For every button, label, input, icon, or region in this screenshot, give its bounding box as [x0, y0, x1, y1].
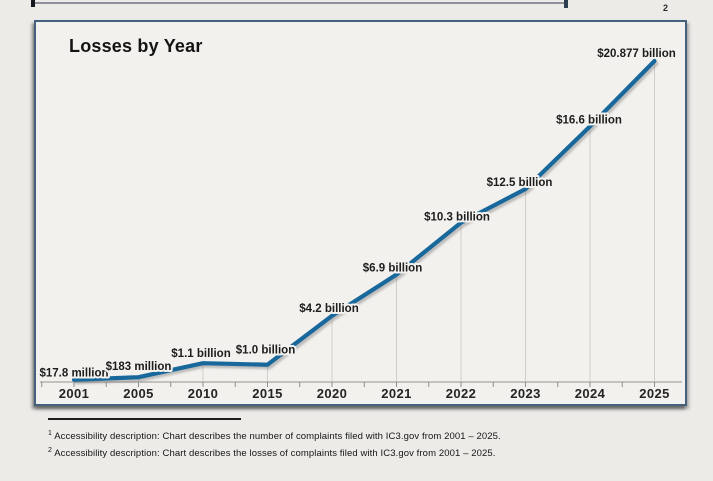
footnote-1-marker: 1: [48, 430, 52, 437]
year-label-2010: 2010: [188, 386, 219, 401]
year-label-2015: 2015: [252, 386, 283, 401]
data-label-2001: $17.8 million: [39, 368, 108, 380]
data-label-2022: $10.3 billion: [424, 212, 490, 224]
previous-panel-bottom-edge: [31, 0, 568, 8]
year-label-2001: 2001: [59, 386, 90, 401]
footnote-2-text: Accessibility description: Chart describ…: [54, 448, 496, 460]
data-label-2025: $20.877 billion: [597, 48, 676, 60]
losses-chart-panel: Losses by Year $17.8 million $183 million…: [34, 20, 687, 406]
data-label-2021: $6.9 billion: [363, 263, 422, 275]
year-label-2023: 2023: [510, 386, 541, 401]
chart-title: Losses by Year: [69, 36, 203, 56]
year-label-2021: 2021: [381, 386, 412, 401]
footnote-2-marker: 2: [48, 447, 52, 454]
year-label-2020: 2020: [317, 386, 348, 401]
data-label-2010: $1.1 billion: [171, 348, 230, 360]
footnote-1: 1 Accessibility description: Chart descr…: [48, 430, 501, 442]
year-label-2005: 2005: [123, 386, 154, 401]
losses-line-chart: $17.8 million$183 million$1.1 billion $1.…: [37, 46, 682, 401]
footnote-1-text: Accessibility description: Chart describ…: [54, 431, 501, 443]
year-label-2024: 2024: [575, 386, 606, 401]
data-label-2020: $4.2 billion: [299, 303, 358, 315]
loss-line: [71, 58, 657, 382]
previous-panel-left-corner: [31, 0, 35, 7]
year-label-2022: 2022: [446, 386, 477, 401]
data-label-2023: $12.5 billion: [487, 177, 553, 189]
data-point-labels: $17.8 million$183 million$1.1 billion $1.…: [37, 46, 677, 382]
x-axis-labels: 2001 2005 2010 2015 2020 2021 2022 2023 2024 2025: [59, 386, 670, 401]
data-label-2015: $1.0 billion: [236, 345, 295, 357]
data-label-2005: $183 million: [106, 361, 172, 373]
data-label-2024: $16.6 billion: [556, 114, 622, 126]
x-axis-ticks: [41, 382, 655, 387]
footnote-reference-superscript: 2: [663, 3, 669, 13]
footnote-2: 2 Accessibility description: Chart descr…: [48, 447, 496, 459]
loss-line-shadow: [74, 61, 659, 385]
year-label-2025: 2025: [639, 386, 670, 401]
footnote-separator: [48, 418, 241, 420]
previous-panel-right-corner: [564, 0, 568, 8]
drop-lines: [73, 63, 655, 382]
